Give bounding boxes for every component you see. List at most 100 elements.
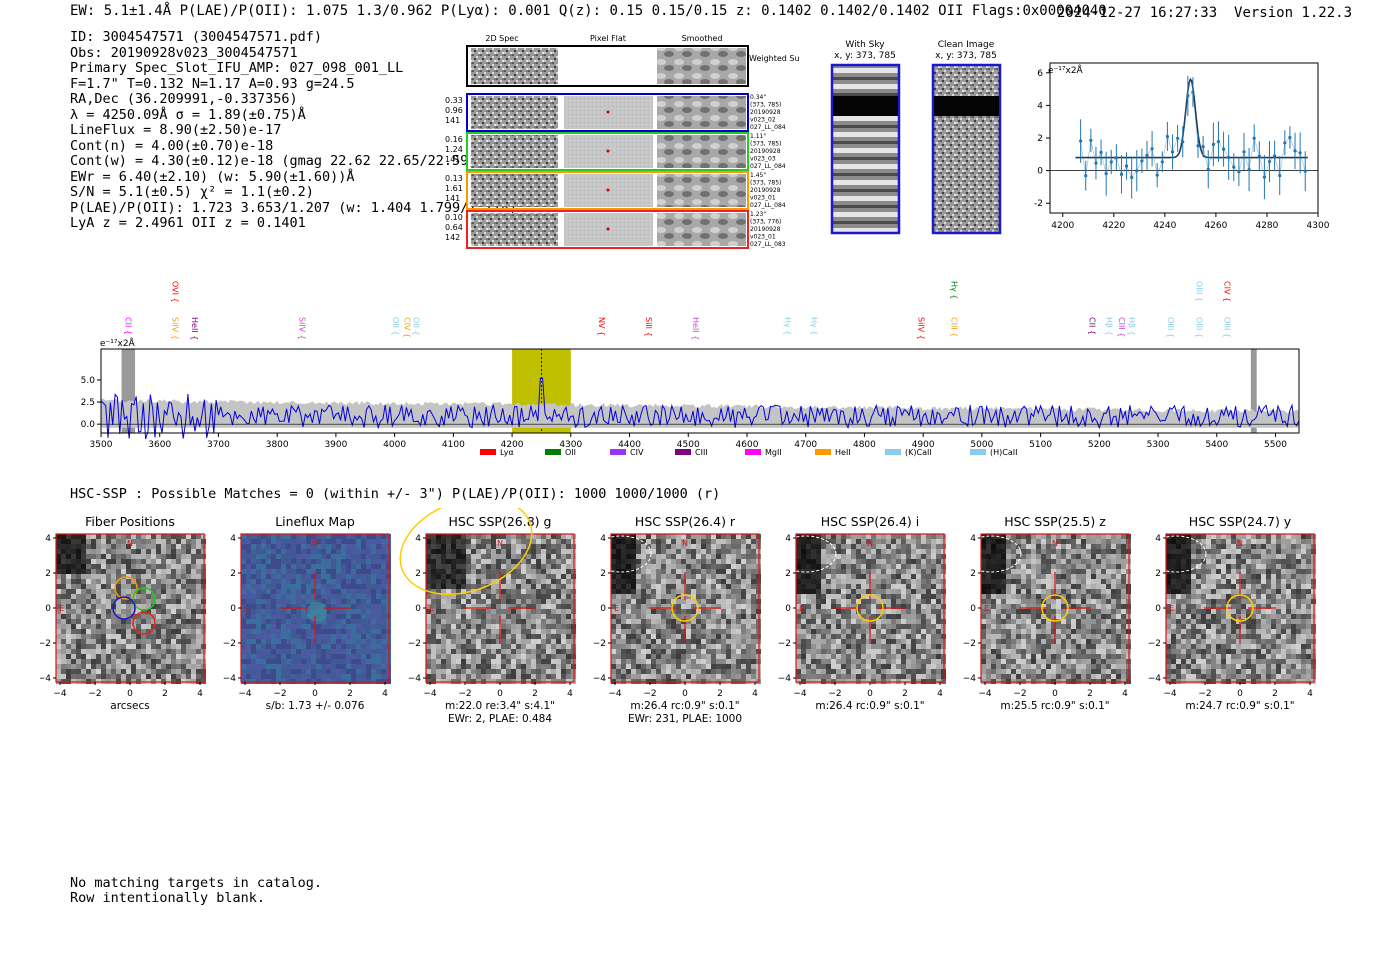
pixel: [871, 594, 876, 599]
pixel: [106, 654, 111, 659]
pixel: [311, 549, 316, 554]
pixel: [191, 569, 196, 574]
line-label-group: Hβ {: [1104, 317, 1113, 336]
pixel: [741, 589, 746, 594]
pixel: [126, 564, 131, 569]
pixel: [111, 654, 116, 659]
pixel: [881, 594, 886, 599]
panel-y-tick-label: −2: [408, 639, 421, 649]
row-stat: 0.16: [445, 135, 463, 144]
pixel: [266, 669, 271, 674]
pixel: [716, 669, 721, 674]
pixel: [71, 599, 76, 604]
pixel: [136, 639, 141, 644]
pixel: [856, 564, 861, 569]
pixel: [316, 649, 321, 654]
pixel: [541, 549, 546, 554]
pixel: [676, 644, 681, 649]
pixel: [136, 544, 141, 549]
pixel: [71, 569, 76, 574]
pixel: [511, 604, 516, 609]
pixel: [351, 559, 356, 564]
pixel: [366, 574, 371, 579]
pixel: [931, 649, 936, 654]
pixel: [306, 669, 311, 674]
pixel: [926, 549, 931, 554]
pixel: [446, 594, 451, 599]
pixel: [611, 614, 616, 619]
pixel: [811, 594, 816, 599]
pixel: [806, 669, 811, 674]
pixel: [176, 659, 181, 664]
pixel: [676, 584, 681, 589]
pixel: [261, 534, 266, 539]
pixel: [376, 664, 381, 669]
pixel: [506, 674, 511, 679]
row-stat: 141: [445, 194, 460, 203]
pixel: [621, 674, 626, 679]
pixel: [736, 584, 741, 589]
pixel: [381, 634, 386, 639]
with-sky-coords: x, y: 373, 785: [834, 51, 896, 61]
pixel: [341, 544, 346, 549]
pixel: [86, 674, 91, 679]
pixel: [461, 624, 466, 629]
pixel: [191, 564, 196, 569]
pixel: [646, 644, 651, 649]
pixel: [816, 609, 821, 614]
pixel: [806, 544, 811, 549]
pixel: [116, 624, 121, 629]
pixel: [156, 569, 161, 574]
pixel: [706, 569, 711, 574]
pixel: [136, 584, 141, 589]
pixel: [176, 559, 181, 564]
pixel: [491, 659, 496, 664]
pixel: [431, 569, 436, 574]
pixel: [461, 604, 466, 609]
pixel: [191, 614, 196, 619]
pixel: [741, 644, 746, 649]
pixel: [281, 579, 286, 584]
pixel: [551, 624, 556, 629]
pixel: [826, 644, 831, 649]
pixel: [91, 674, 96, 679]
pixel: [696, 659, 701, 664]
pixel: [316, 674, 321, 679]
pixel: [631, 574, 636, 579]
pixel: [736, 664, 741, 669]
pixel: [726, 554, 731, 559]
pixel: [921, 609, 926, 614]
pixel: [711, 669, 716, 674]
pixel: [311, 564, 316, 569]
pixel: [476, 614, 481, 619]
pixel: [556, 604, 561, 609]
info-line: RA,Dec (36.209991,-0.337356): [70, 91, 298, 107]
pixel: [746, 669, 751, 674]
pixel: [336, 579, 341, 584]
pixel: [841, 539, 846, 544]
pixel: [96, 609, 101, 614]
pixel: [151, 589, 156, 594]
pixel: [671, 569, 676, 574]
pixel: [381, 604, 386, 609]
line-label: SiIV {: [171, 317, 180, 340]
pixel: [346, 539, 351, 544]
pixel: [481, 589, 486, 594]
pixel: [936, 639, 941, 644]
pixel: [281, 659, 286, 664]
pixel: [91, 564, 96, 569]
cutout-row-frame: [466, 132, 749, 171]
pixel: [801, 624, 806, 629]
pixel: [126, 629, 131, 634]
pixel: [551, 664, 556, 669]
pixel: [686, 559, 691, 564]
pixel: [186, 664, 191, 669]
pixel: [361, 614, 366, 619]
pixel: [126, 599, 131, 604]
pixel: [81, 644, 86, 649]
pixel: [301, 574, 306, 579]
pixel: [831, 669, 836, 674]
pixel: [466, 554, 471, 559]
pixel: [276, 559, 281, 564]
pixel: [876, 674, 881, 679]
